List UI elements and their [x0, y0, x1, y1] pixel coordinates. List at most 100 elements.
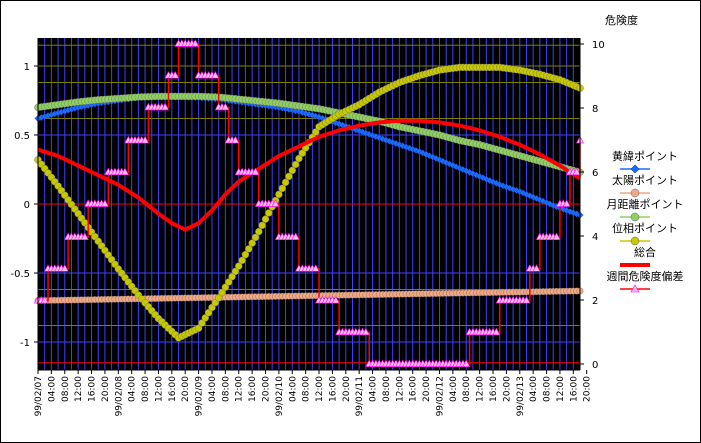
x-tick-label: 12:00	[154, 376, 164, 402]
phase-point-marker	[231, 267, 240, 276]
phase-point-marker	[201, 314, 209, 322]
phase-point-marker	[241, 250, 250, 259]
deviation-marker	[532, 264, 541, 272]
x-tick-label: 99/02/12	[435, 376, 445, 416]
left-axis: -1 -0.5 0 0.5 1	[10, 38, 39, 370]
deviation-marker	[552, 232, 561, 240]
phase-point-marker	[238, 256, 246, 265]
legend-label: 黄緯ポイント	[612, 149, 678, 163]
latitude-point-marker	[539, 197, 547, 205]
legend-marker	[630, 236, 640, 246]
latitude-point-marker	[486, 176, 494, 185]
right-tick-label: 8	[592, 104, 598, 115]
deviation-marker	[492, 327, 501, 336]
latitude-point-marker	[536, 196, 544, 204]
latitude-point-marker	[452, 163, 460, 171]
latitude-point-marker	[432, 154, 440, 163]
deviation-marker	[361, 327, 370, 336]
phase-point-marker	[248, 239, 256, 247]
deviation-marker	[271, 199, 280, 207]
left-tick-label: 0.5	[14, 131, 30, 142]
left-tick-label: 0	[24, 200, 30, 211]
x-tick-label: 04:00	[208, 376, 218, 402]
phase-point-marker	[245, 245, 253, 253]
phase-point-marker	[235, 262, 243, 270]
x-tick-label: 99/02/07	[34, 376, 44, 416]
x-tick-label: 08:00	[462, 376, 472, 402]
deviation-marker	[572, 167, 581, 176]
latitude-point-marker	[476, 172, 484, 180]
latitude-point-marker	[546, 200, 554, 208]
right-tick-label: 0	[592, 360, 598, 371]
x-axis: 99/02/07 04:00 08:00 12:00 16:00 20:00 99/02/0…	[34, 369, 593, 417]
phase-point-marker	[295, 154, 303, 163]
x-tick-label: 12:00	[74, 376, 84, 402]
legend-label: 太陽ポイント	[612, 174, 678, 187]
x-tick-label: 12:00	[395, 376, 405, 402]
deviation-marker	[231, 135, 240, 144]
deviation-marker	[161, 102, 170, 111]
x-tick-label: 99/02/08	[114, 376, 124, 417]
phase-point-marker	[285, 172, 293, 181]
right-tick-label: 10	[592, 40, 605, 51]
legend-marker	[630, 188, 640, 198]
latitude-point-marker	[549, 201, 557, 209]
x-tick-label: 04:00	[369, 376, 379, 402]
x-tick-label: 04:00	[288, 376, 298, 402]
deviation-marker	[171, 71, 180, 79]
x-tick-label: 16:00	[569, 376, 579, 402]
left-tick-label: 1	[24, 62, 30, 73]
x-tick-label: 04:00	[47, 376, 57, 402]
legend-marker	[630, 284, 640, 293]
phase-point-marker	[214, 294, 223, 302]
x-tick-label: 16:00	[489, 376, 499, 402]
x-tick-label: 16:00	[88, 376, 98, 402]
phase-point-marker	[261, 215, 270, 223]
phase-point-marker	[265, 209, 273, 217]
phase-point-marker	[288, 166, 296, 175]
latitude-point-marker	[526, 192, 534, 200]
x-tick-label: 04:00	[128, 376, 138, 402]
phase-point-marker	[225, 278, 233, 286]
x-tick-label: 16:00	[328, 376, 338, 402]
x-tick-label: 08:00	[141, 376, 151, 402]
right-tick-label: 6	[592, 168, 598, 179]
deviation-marker	[562, 199, 571, 207]
phase-point-marker	[204, 308, 213, 317]
latitude-point-marker	[462, 167, 470, 175]
deviation-marker	[462, 359, 471, 367]
phase-point-marker	[275, 190, 283, 199]
latitude-point-marker	[422, 150, 430, 158]
legend-marker	[630, 164, 640, 174]
latitude-point-marker	[466, 168, 474, 176]
phase-point-marker	[194, 324, 203, 332]
phase-point-marker	[311, 128, 320, 136]
x-tick-label: 99/02/10	[275, 376, 285, 417]
x-tick-label: 12:00	[315, 376, 325, 402]
x-tick-label: 20:00	[422, 376, 432, 402]
x-tick-label: 12:00	[476, 376, 486, 402]
latitude-point-marker	[456, 164, 464, 172]
phase-point-marker	[278, 184, 286, 193]
x-tick-label: 08:00	[543, 376, 553, 402]
deviation-marker	[211, 71, 220, 79]
deviation-marker	[60, 264, 69, 272]
deviation-marker	[80, 232, 89, 240]
x-tick-label: 99/02/13	[516, 376, 526, 416]
latitude-point-marker	[516, 188, 524, 196]
deviation-marker	[311, 264, 320, 272]
legend-marker	[630, 212, 640, 222]
x-tick-label: 12:00	[235, 376, 245, 402]
deviation-marker	[522, 295, 531, 304]
x-tick-label: 20:00	[181, 376, 191, 402]
phase-point-marker	[228, 272, 236, 281]
x-tick-label: 04:00	[449, 376, 459, 402]
x-tick-label: 08:00	[61, 376, 71, 402]
latitude-point-marker	[445, 160, 454, 168]
phase-point-marker	[281, 178, 290, 187]
phase-point-marker	[291, 160, 300, 169]
series-layer	[33, 39, 585, 367]
left-tick-label: -1	[20, 338, 30, 349]
phase-point-marker	[251, 233, 260, 242]
